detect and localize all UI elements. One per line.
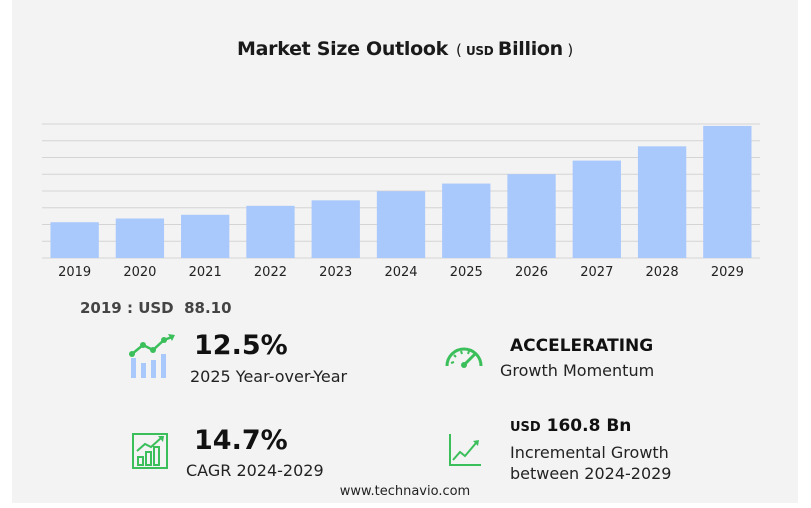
cagr-label: CAGR 2024-2029 (186, 461, 324, 480)
yoy-value: 12.5% (194, 330, 288, 361)
report-card: Market Size Outlook( USD Billion ) 2019 2… (12, 0, 798, 503)
bar-2029 (703, 125, 752, 259)
x-tick-label-2024: 2024 (384, 265, 417, 280)
momentum-value: ACCELERATING (510, 336, 654, 356)
growth-chart-icon (132, 433, 168, 469)
x-tick-label-2019: 2019 (58, 265, 91, 280)
x-tick-label-2029: 2029 (711, 265, 744, 280)
incremental-label-line1: Incremental Growth (510, 443, 669, 462)
x-tick-label-2022: 2022 (254, 265, 287, 280)
chart-title: Market Size Outlook ( USD Billion ) (12, 38, 798, 60)
title-main: Market Size Outlook (237, 38, 448, 60)
bar-chart: 2019 2020 2021 2022 2023 2024 2025 2026 2027 2028… (42, 123, 760, 280)
x-tick-label-2023: 2023 (319, 265, 352, 280)
bar-2028 (637, 146, 687, 258)
bar-2024 (376, 191, 426, 258)
bar-2025 (442, 183, 491, 258)
bar-2022 (246, 205, 295, 258)
x-tick-label-2020: 2020 (123, 265, 156, 280)
momentum-label: Growth Momentum (500, 361, 655, 380)
line-chart-icon (449, 434, 481, 466)
bar-2026 (507, 174, 556, 258)
yoy-label: 2025 Year-over-Year (190, 367, 348, 386)
x-tick-label-2028: 2028 (646, 265, 679, 280)
bar-2027 (572, 160, 621, 258)
trend-bars-icon (129, 334, 175, 378)
x-tick-label-2025: 2025 (450, 265, 483, 280)
chart-bars (50, 125, 752, 259)
base-year-value: 2019 : USD 88.10 (80, 299, 232, 317)
bar-2019 (50, 222, 99, 258)
bar-2020 (115, 218, 165, 258)
bar-2023 (311, 200, 360, 258)
incremental-value: USD 160.8 Bn (510, 416, 632, 436)
chart-x-labels: 2019 2020 2021 2022 2023 2024 2025 2026 2027 2028… (58, 265, 744, 280)
speedometer-icon (445, 347, 483, 368)
footer-url[interactable]: www.technavio.com (339, 484, 471, 499)
cagr-value: 14.7% (194, 425, 288, 456)
title-unit: ( USD Billion ) (455, 38, 573, 60)
x-tick-label-2021: 2021 (189, 265, 222, 280)
x-tick-label-2027: 2027 (580, 265, 613, 280)
bar-2021 (181, 214, 230, 258)
incremental-label-line2: between 2024-2029 (510, 464, 672, 483)
x-tick-label-2026: 2026 (515, 265, 548, 280)
